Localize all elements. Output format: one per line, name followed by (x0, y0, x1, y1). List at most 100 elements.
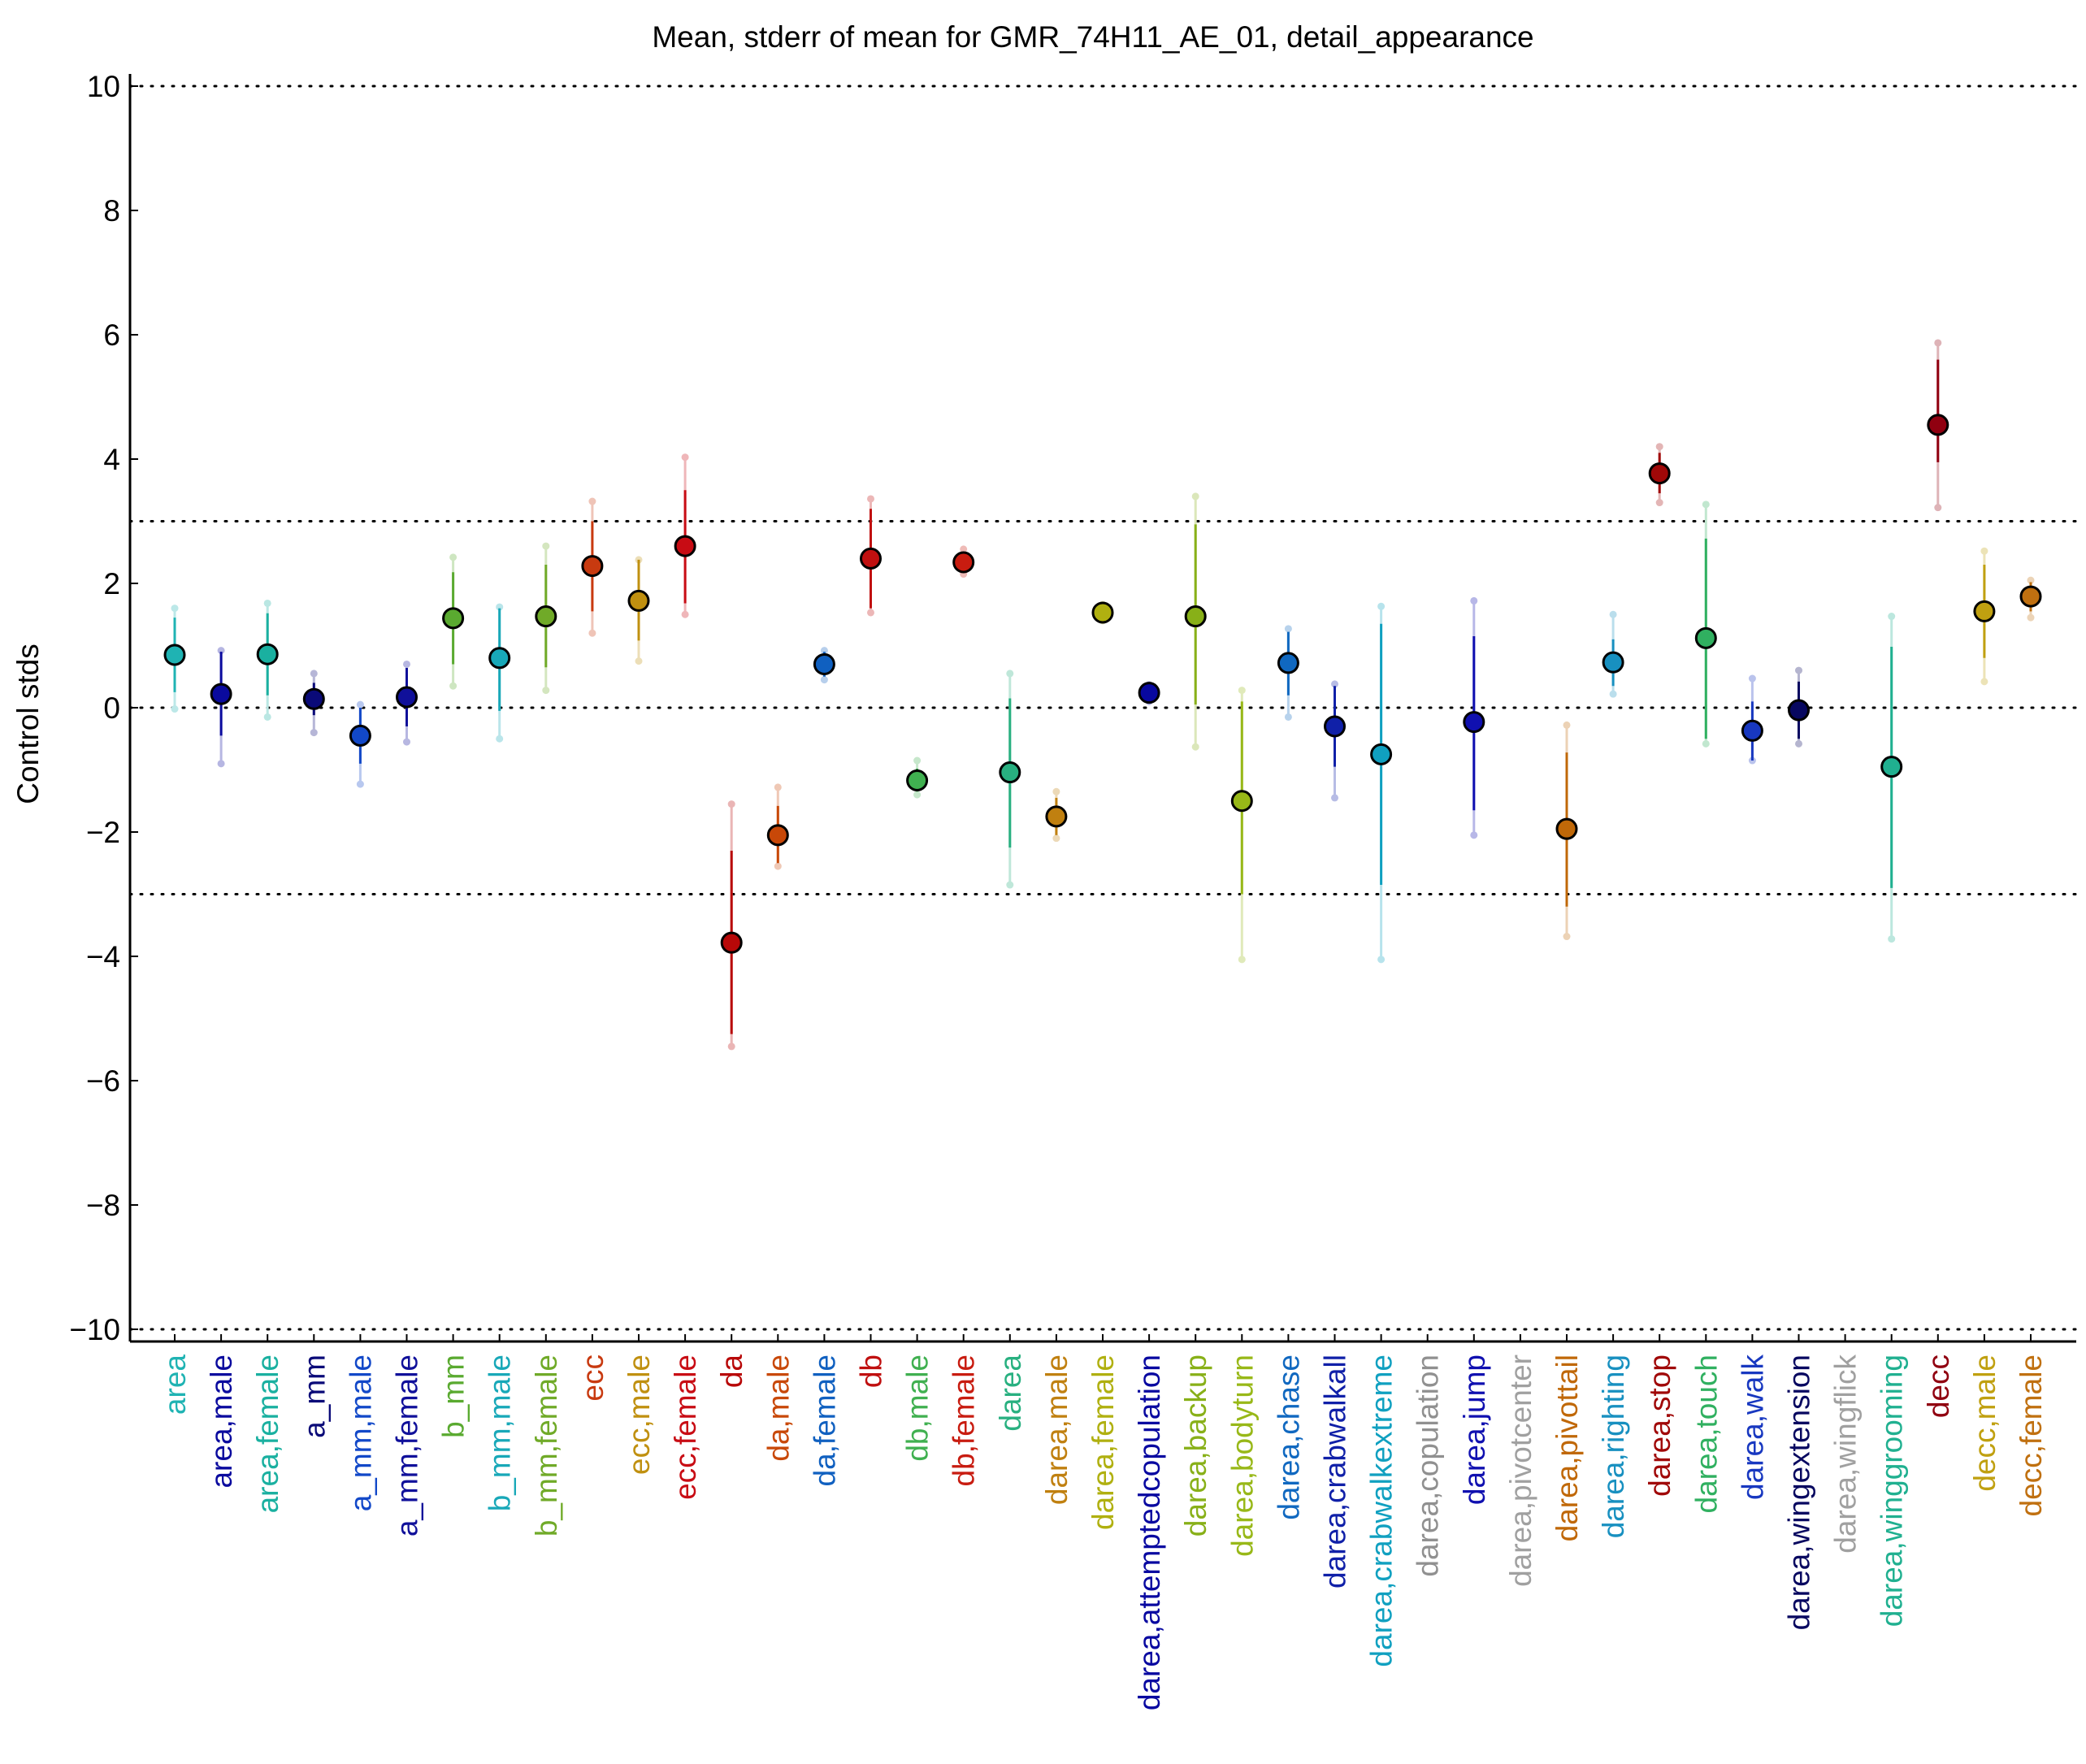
x-tick-label: db,female (948, 1354, 981, 1487)
data-point-group (906, 756, 929, 799)
y-tick-label: −8 (86, 1189, 120, 1222)
extent-end-dot (496, 603, 504, 611)
mean-marker (1324, 715, 1346, 738)
mean-marker (1788, 699, 1810, 722)
extent-end-dot (1238, 956, 1246, 964)
data-point-group (256, 599, 279, 721)
x-tick-label: a_mm (297, 1354, 331, 1438)
data-point-group (488, 603, 511, 743)
extent-end-dot (1563, 933, 1571, 941)
mean-marker (674, 535, 696, 557)
y-tick-label: 6 (103, 319, 120, 352)
x-tick-label: db (855, 1354, 888, 1388)
data-point-group (442, 553, 465, 690)
data-point-group (1045, 787, 1068, 843)
mean-marker (535, 605, 557, 628)
mean-marker (1973, 600, 1996, 622)
x-tick-label: darea (994, 1354, 1027, 1432)
mean-marker (396, 686, 418, 709)
x-tick-label: ecc,female (669, 1354, 702, 1500)
extent-end-dot (403, 738, 410, 746)
extent-end-dot (1980, 547, 1988, 555)
extent-end-dot (263, 713, 271, 721)
x-tick-label: darea,walk (1736, 1354, 1769, 1500)
extent-end-dot (542, 687, 550, 695)
extent-end-dot (496, 735, 504, 743)
data-point-group (1324, 680, 1346, 802)
extent-end-dot (217, 647, 225, 655)
x-tick-label: darea,wingflick (1829, 1354, 1863, 1554)
mean-marker (349, 724, 371, 747)
extent-end-dot (1934, 504, 1942, 512)
data-point-group (1694, 501, 1717, 748)
extent-end-dot (1331, 794, 1338, 802)
mean-marker (1091, 601, 1114, 624)
mean-marker (488, 647, 511, 670)
mean-marker (2019, 585, 2042, 608)
data-point-group (1138, 681, 1160, 705)
extent-end-dot (2027, 613, 2035, 622)
extent-end-dot (1609, 610, 1617, 618)
data-point-group (1463, 596, 1485, 839)
extent-end-dot (449, 553, 458, 561)
extent-end-dot (913, 756, 922, 765)
x-tick-label: a_mm,male (344, 1354, 377, 1511)
x-tick-label: decc,female (2014, 1354, 2048, 1517)
chart-title: Mean, stderr of mean for GMR_74H11_AE_01… (652, 20, 1533, 54)
x-tick-label: area,female (251, 1354, 284, 1513)
data-point-group (1277, 625, 1299, 721)
data-point-group (860, 495, 882, 617)
x-tick-label: b_mm,male (484, 1354, 517, 1511)
extent-end-dot (171, 605, 179, 613)
extent-end-dot (1191, 743, 1199, 751)
extent-end-dot (403, 660, 410, 668)
extent-end-dot (1052, 787, 1060, 795)
extent-end-dot (217, 760, 225, 768)
mean-marker (210, 683, 232, 705)
data-point-group (1788, 666, 1810, 748)
extent-end-dot (1191, 492, 1199, 501)
x-tick-label: darea,chase (1272, 1354, 1305, 1520)
extent-end-dot (1006, 670, 1014, 678)
x-tick-label: db,male (901, 1354, 935, 1462)
extent-end-dot (1748, 674, 1756, 683)
mean-marker (1602, 651, 1624, 674)
x-tick-label: darea,wingextension (1783, 1354, 1816, 1630)
extent-end-dot (1470, 596, 1478, 605)
data-point-group (535, 542, 557, 695)
data-point-group (766, 783, 789, 870)
mean-marker (720, 931, 743, 954)
mean-marker (1370, 743, 1393, 765)
extent-end-dot (913, 791, 922, 799)
x-tick-label: darea,winggrooming (1876, 1354, 1909, 1627)
extent-end-dot (960, 545, 968, 553)
x-tick-label: darea,stop (1643, 1354, 1676, 1497)
y-tick-label: 8 (103, 194, 120, 228)
extent-end-dot (310, 729, 318, 737)
mean-marker (1138, 682, 1160, 704)
mean-marker (442, 607, 465, 630)
data-point-group (1880, 613, 1903, 943)
extent-end-dot (1006, 881, 1014, 889)
data-point-group (1370, 602, 1393, 964)
mean-marker (627, 589, 650, 612)
x-tick-label: a_mm,female (391, 1354, 424, 1536)
x-tick-label: da,female (808, 1354, 841, 1487)
x-tick-label: darea,female (1086, 1354, 1120, 1530)
extent-end-dot (171, 705, 179, 713)
data-point-group (674, 453, 696, 618)
data-point-group (1602, 610, 1624, 698)
extent-end-dot (263, 599, 271, 607)
mean-marker (581, 555, 604, 578)
data-marks (163, 339, 2042, 1051)
data-point-group (952, 545, 975, 579)
x-tick-label: darea,bodyturn (1225, 1354, 1259, 1557)
data-point-group (720, 800, 743, 1051)
extent-end-dot (1655, 443, 1663, 451)
mean-marker (813, 652, 835, 675)
x-tick-label: decc,male (1968, 1354, 2001, 1492)
data-point-group (1555, 721, 1578, 941)
data-point-group (210, 647, 232, 768)
x-tick-label: darea,copulation (1412, 1354, 1445, 1577)
mean-marker (860, 547, 882, 570)
